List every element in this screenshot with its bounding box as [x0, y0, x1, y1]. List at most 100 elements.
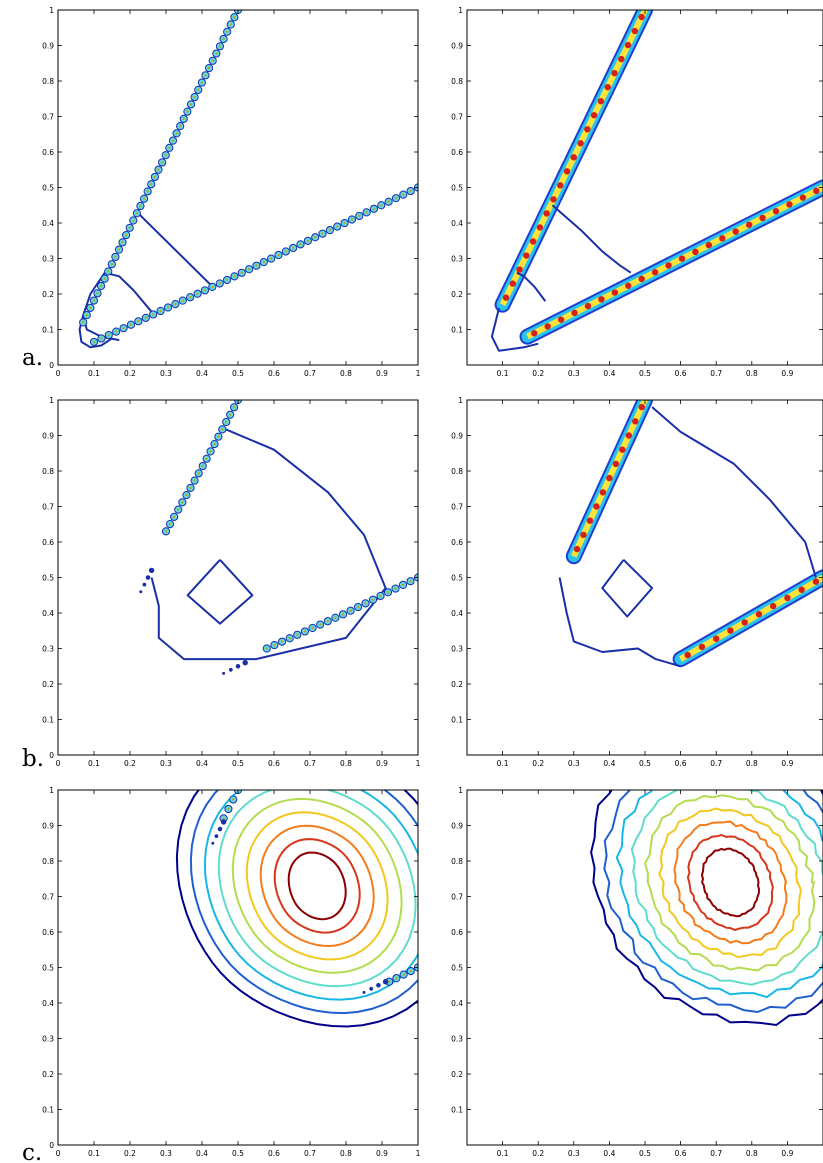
band-peak [544, 323, 551, 330]
y-tick-label: 0.6 [451, 538, 463, 547]
x-tick-label: 0.6 [268, 1149, 280, 1158]
marker-core [326, 619, 329, 623]
x-tick-label: 0.6 [268, 759, 280, 768]
band-peak [557, 182, 564, 189]
y-tick-label: 0.1 [451, 716, 463, 725]
marker-core [227, 807, 230, 811]
panel-a-left: 0 0.1 0.2 0.3 0.4 0.5 0.6 0.7 0.8 0.9 1 0 0.1 0.2 0.3 0… [42, 6, 421, 378]
marker-core [196, 292, 199, 295]
marker-core [211, 285, 214, 289]
marker-core [380, 204, 383, 207]
marker-core [185, 493, 188, 497]
x-tick-label: 0.6 [268, 369, 280, 378]
marker-core [402, 193, 405, 196]
marker-core [387, 200, 390, 203]
x-tick-label: 0.2 [124, 759, 136, 768]
series-line-1 [651, 406, 817, 578]
band-peak [638, 13, 645, 21]
marker-core [265, 647, 268, 650]
x-tick-label: 0.1 [497, 759, 509, 768]
marker-core [166, 306, 170, 309]
x-tick-label: 0.6 [675, 369, 687, 378]
marker-core [255, 264, 258, 267]
x-tick-label: 0.1 [88, 759, 100, 768]
marker-core [379, 594, 382, 598]
x-tick-label: 0.7 [710, 759, 722, 768]
y-tick-label: 0.1 [42, 716, 54, 725]
series-line-2 [104, 271, 153, 313]
contour-level-3 [203, 790, 418, 1001]
x-tick-label: 0.9 [781, 369, 793, 378]
series-line-1 [136, 211, 214, 288]
y-tick-label: 0.1 [42, 1106, 54, 1115]
plot-frame [466, 9, 823, 366]
marker-core [129, 323, 133, 326]
y-tick-label: 0.3 [42, 255, 54, 264]
band-peak [745, 221, 753, 228]
contour-level-7 [259, 824, 375, 948]
x-tick-label: 0.9 [376, 759, 388, 768]
marker-core [168, 522, 172, 526]
marker-core [177, 508, 180, 511]
marker-core [92, 340, 96, 344]
marker-core [402, 973, 405, 976]
y-tick-label: 0.6 [451, 148, 463, 157]
band-peak [611, 289, 619, 296]
band-peak [624, 41, 632, 49]
y-tick-label: 0.5 [42, 964, 54, 973]
band-peak [577, 140, 584, 147]
dot-point [242, 660, 248, 666]
plot-area [590, 790, 823, 1027]
x-tick-label: 0.2 [532, 1149, 544, 1158]
x-tick-label: 0.8 [340, 369, 352, 378]
band-peak [604, 83, 611, 91]
marker-core [213, 442, 216, 446]
x-tick-label: 0.3 [568, 759, 580, 768]
y-tick-label: 0.9 [42, 432, 54, 441]
y-tick-label: 0.3 [42, 1035, 54, 1044]
y-tick-label: 0.9 [451, 42, 463, 51]
marker-core [306, 239, 310, 243]
marker-core [205, 457, 208, 460]
y-tick-label: 0 [49, 751, 54, 760]
dot-point [217, 826, 223, 832]
y-tick-label: 1 [49, 396, 54, 405]
band-peak [509, 280, 516, 287]
y-tick-label: 0 [49, 1141, 54, 1150]
marker-core [288, 637, 291, 640]
band-peak [531, 330, 538, 337]
y-tick-label: 0.4 [42, 999, 54, 1008]
band-peak [584, 126, 591, 133]
series-line-2 [186, 559, 254, 625]
y-tick-label: 0.4 [451, 609, 463, 618]
y-tick-label: 0.4 [451, 219, 463, 228]
marker-core [349, 609, 352, 612]
x-tick-label: 0 [56, 369, 61, 378]
band-peak [638, 403, 645, 411]
y-tick-label: 0.1 [451, 1106, 463, 1115]
marker-core [314, 236, 317, 239]
y-tick-label: 0.8 [451, 857, 463, 866]
contour-level-5 [231, 797, 403, 974]
marker-core [217, 435, 220, 438]
marker-core [269, 257, 273, 260]
band-peak [651, 269, 659, 276]
band-peak [631, 27, 639, 35]
x-tick-label: 0.7 [304, 369, 316, 378]
x-tick-label: 0.5 [232, 1149, 244, 1158]
x-tick-label: 0.5 [232, 369, 244, 378]
x-tick-label: 0.9 [781, 1149, 793, 1158]
marker-core [273, 643, 276, 647]
x-tick-label: 0.5 [639, 759, 651, 768]
series-line-2 [516, 271, 547, 302]
contour-level-1 [590, 790, 823, 1027]
marker-core [181, 299, 184, 302]
x-tick-label: 0.7 [710, 1149, 722, 1158]
band-peak [611, 69, 618, 77]
marker-core [221, 428, 224, 431]
marker-core [197, 472, 200, 475]
y-tick-label: 0.9 [42, 822, 54, 831]
marker-core [121, 241, 124, 244]
marker-core [372, 207, 376, 211]
